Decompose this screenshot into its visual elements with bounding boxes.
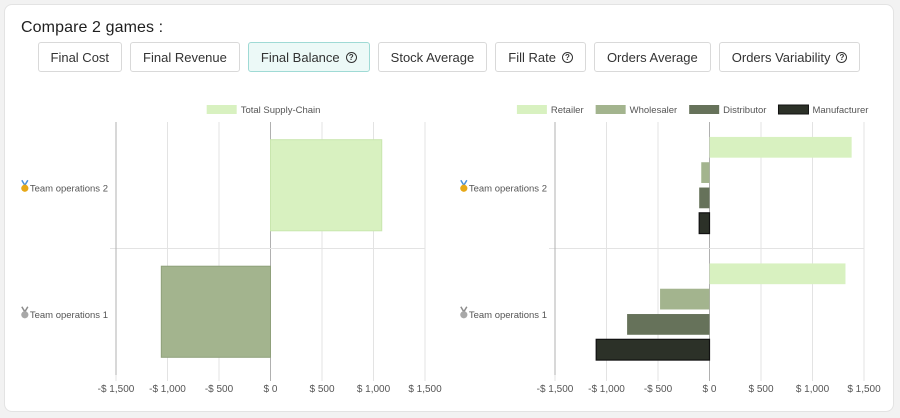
category-label: Team operations 1 [30,310,108,321]
x-tick-label: $ 0 [264,384,278,395]
legend-label: Distributor [723,105,766,116]
tab-label: Fill Rate [508,49,556,65]
legend-item: Manufacturer [777,104,868,116]
tab-fill-rate[interactable]: Fill Rate ? [495,42,586,72]
page-title: Compare 2 games : [21,19,164,36]
tab-final-revenue[interactable]: Final Revenue [130,42,240,72]
legend-swatch [516,105,547,114]
x-tick-label: $ 1,000 [357,384,391,395]
x-tick-label: -$ 1,500 [98,384,135,395]
legend-label: Manufacturer [812,105,868,116]
tab-final-cost[interactable]: Final Cost [37,42,123,72]
bar [595,338,711,361]
bar [709,263,846,285]
x-tick-label: -$ 1,000 [149,384,186,395]
tab-final-balance[interactable]: Final Balance ? [247,42,370,72]
category-label: Team operations 1 [469,310,547,321]
tab-label: Orders Variability [731,49,831,65]
x-tick-label: $ 1,000 [796,384,830,395]
bar [701,162,710,183]
bar [698,212,711,235]
bar [660,288,710,310]
legend-swatch [777,104,809,115]
legend-item: Total Supply-Chain [206,105,321,116]
category-label: Team operations 2 [30,183,108,194]
bar [270,139,383,232]
x-tick-label: -$ 500 [644,384,673,395]
x-tick-label: $ 1,500 [847,384,881,395]
help-icon[interactable]: ? [836,51,848,63]
tab-label: Final Balance [260,49,340,65]
tab-label: Final Cost [50,49,110,65]
x-tick-label: $ 500 [748,384,773,395]
metric-tabs: Final Cost Final Revenue Final Balance ?… [5,42,893,72]
bar [160,265,272,358]
legend-item: Distributor [689,105,766,116]
help-icon[interactable]: ? [561,51,573,63]
total-balance-chart: -$ 1,500 -$ 1,000 -$ 500 $ 0 $ 500 $ 1,000 $ 1… [21,105,442,395]
legend-swatch [206,105,237,114]
tab-orders-average[interactable]: Orders Average [593,42,711,72]
tab-stock-average[interactable]: Stock Average [377,42,488,72]
legend-label: Total Supply-Chain [241,105,321,116]
help-icon[interactable]: ? [345,51,357,63]
x-tick-label: -$ 1,500 [537,384,574,395]
legend-item: Retailer [516,105,584,116]
tab-label: Stock Average [390,49,475,65]
bar [627,314,710,335]
x-tick-label: -$ 1,000 [588,384,625,395]
legend-item: Wholesaler [595,105,678,116]
x-tick-label: $ 500 [309,384,334,395]
x-tick-label: $ 1,500 [408,384,442,395]
silver-medal-icon [21,306,29,319]
legend-label: Retailer [551,105,584,116]
x-tick-label: $ 0 [703,384,717,395]
x-tick-label: -$ 500 [205,384,234,395]
gold-medal-icon [460,179,468,192]
legend-swatch [595,105,626,114]
legend-label: Wholesaler [630,105,678,116]
compare-games-card: Compare 2 games : Final Cost Final Reven… [4,4,894,412]
tab-label: Final Revenue [143,49,227,65]
legend-swatch [689,105,720,114]
role-balance-chart: -$ 1,500 -$ 1,000 -$ 500 $ 0 $ 500 $ 1,000 $ 1… [460,104,881,395]
bar [699,187,710,209]
category-label: Team operations 2 [469,183,547,194]
bar [709,136,852,158]
silver-medal-icon [460,306,468,319]
tab-orders-variability[interactable]: Orders Variability ? [718,42,861,72]
tab-label: Orders Average [606,49,698,65]
gold-medal-icon [21,179,29,192]
